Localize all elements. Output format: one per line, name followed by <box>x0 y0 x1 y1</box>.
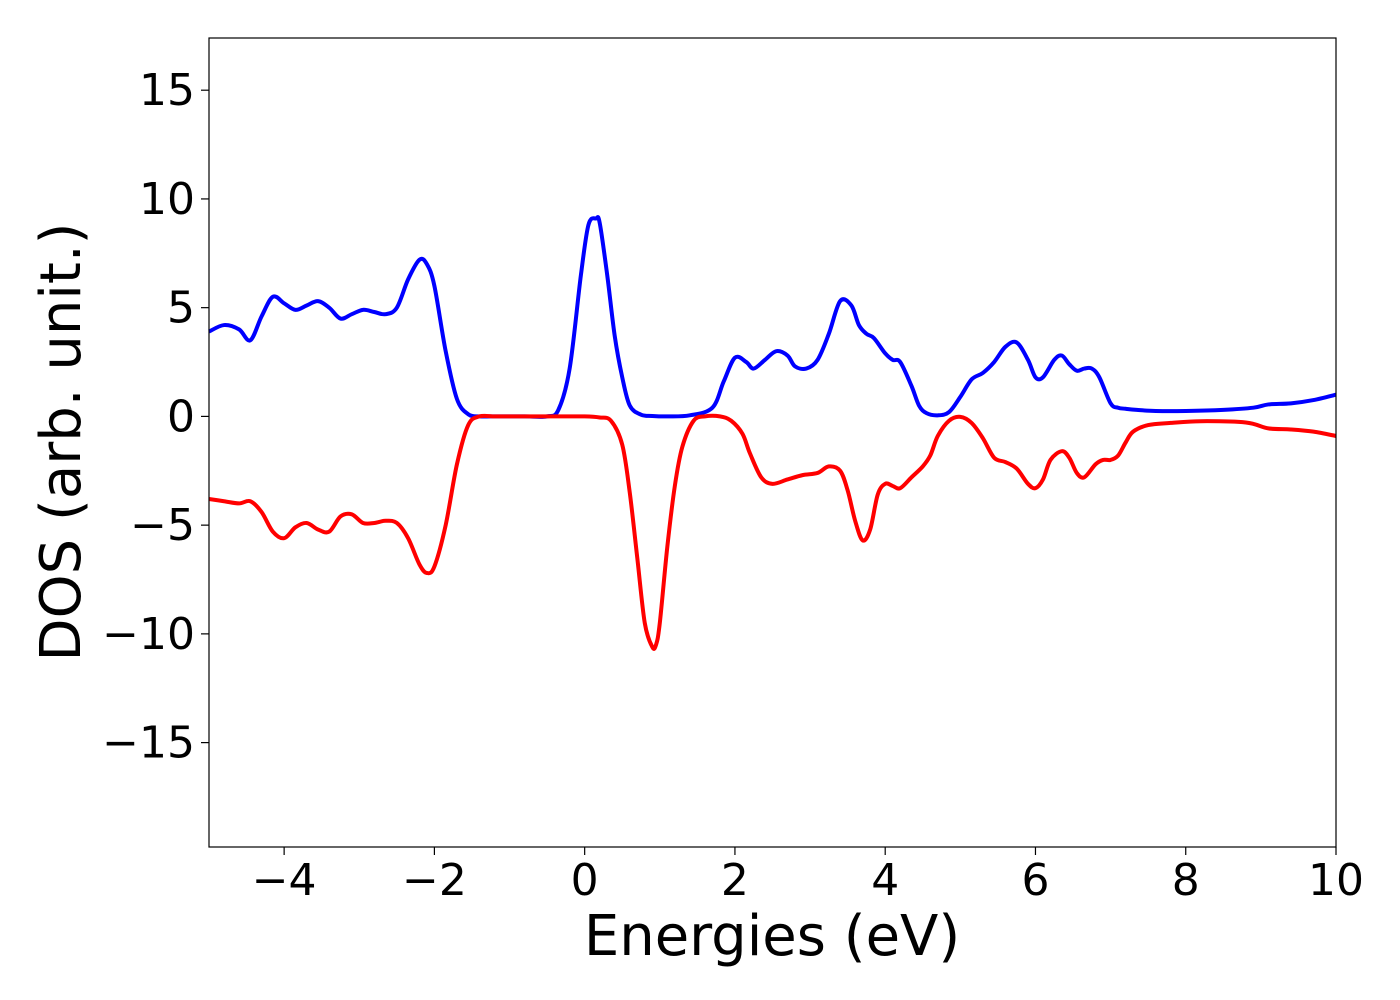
series-layer <box>208 215 1337 651</box>
dos-spin-up-line <box>208 215 1337 419</box>
y-ticks: 15 10 5 0 −5 −10 −15 <box>102 65 209 769</box>
x-tick-label: 6 <box>1021 855 1049 906</box>
x-tick-label: −4 <box>252 855 317 906</box>
x-tick-label: 10 <box>1308 855 1364 906</box>
x-tick-label: 8 <box>1172 855 1200 906</box>
x-axis-label: Energies (eV) <box>584 904 960 969</box>
y-tick-label: −10 <box>102 609 195 660</box>
x-tick-label: 0 <box>571 855 599 906</box>
plot-background <box>209 38 1336 847</box>
y-tick-label: −5 <box>130 500 195 551</box>
x-tick-label: 2 <box>721 855 749 906</box>
y-tick-label: 10 <box>139 174 195 225</box>
y-tick-label: 15 <box>139 65 195 116</box>
x-tick-label: 4 <box>871 855 899 906</box>
y-tick-label: 5 <box>167 283 195 334</box>
y-tick-label: 0 <box>167 391 195 442</box>
x-tick-label: −2 <box>402 855 467 906</box>
plot-frame <box>208 37 1337 848</box>
dos-spin-down-line <box>208 413 1337 651</box>
y-axis-label: DOS (arb. unit.) <box>29 222 94 661</box>
y-tick-label: −15 <box>102 718 195 769</box>
x-ticks: −4 −2 0 2 4 6 8 10 <box>252 847 1364 906</box>
